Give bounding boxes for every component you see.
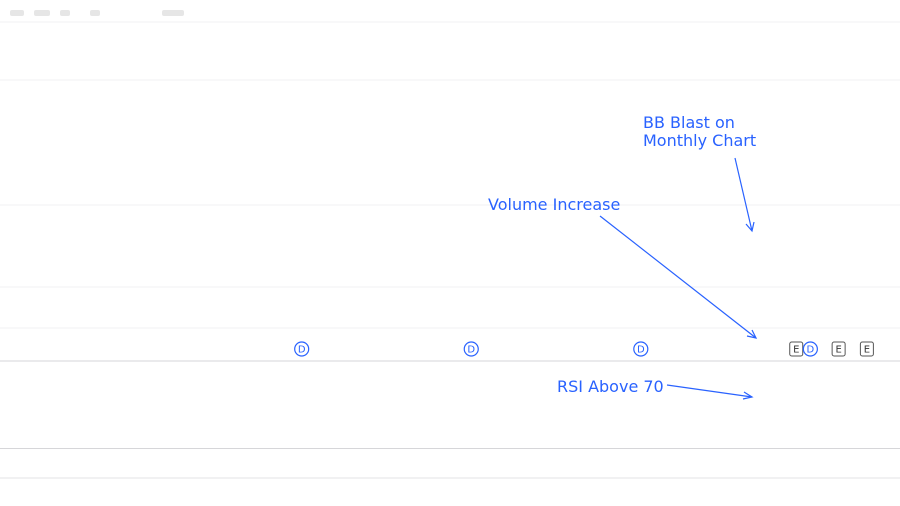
annotation: RSI Above 70 — [557, 377, 664, 396]
event-badge — [294, 341, 310, 357]
annotation: BB Blast on — [643, 113, 735, 132]
annotation: Volume Increase — [488, 195, 620, 214]
event-badge — [831, 341, 846, 357]
event-label: E — [864, 345, 870, 356]
event-label: D — [467, 345, 475, 356]
event-marker: E — [789, 341, 804, 357]
price-grid — [0, 21, 900, 329]
annotation-arrows — [599, 157, 758, 400]
event-badge — [859, 341, 874, 357]
event-badge — [789, 341, 804, 357]
event-badge — [633, 341, 649, 357]
event-marker: D — [802, 341, 818, 357]
event-marker: D — [633, 341, 649, 357]
event-label: D — [298, 345, 306, 356]
event-marker: D — [463, 341, 479, 357]
event-label: E — [835, 345, 841, 356]
annotation: Monthly Chart — [643, 131, 756, 150]
event-marker: E — [859, 341, 874, 357]
event-badge — [463, 341, 479, 357]
event-label: D — [637, 345, 645, 356]
event-marker: E — [831, 341, 846, 357]
event-label: D — [807, 345, 815, 356]
toolbar — [10, 10, 184, 16]
event-marker: D — [294, 341, 310, 357]
event-badge — [802, 341, 818, 357]
event-label: E — [793, 345, 799, 356]
